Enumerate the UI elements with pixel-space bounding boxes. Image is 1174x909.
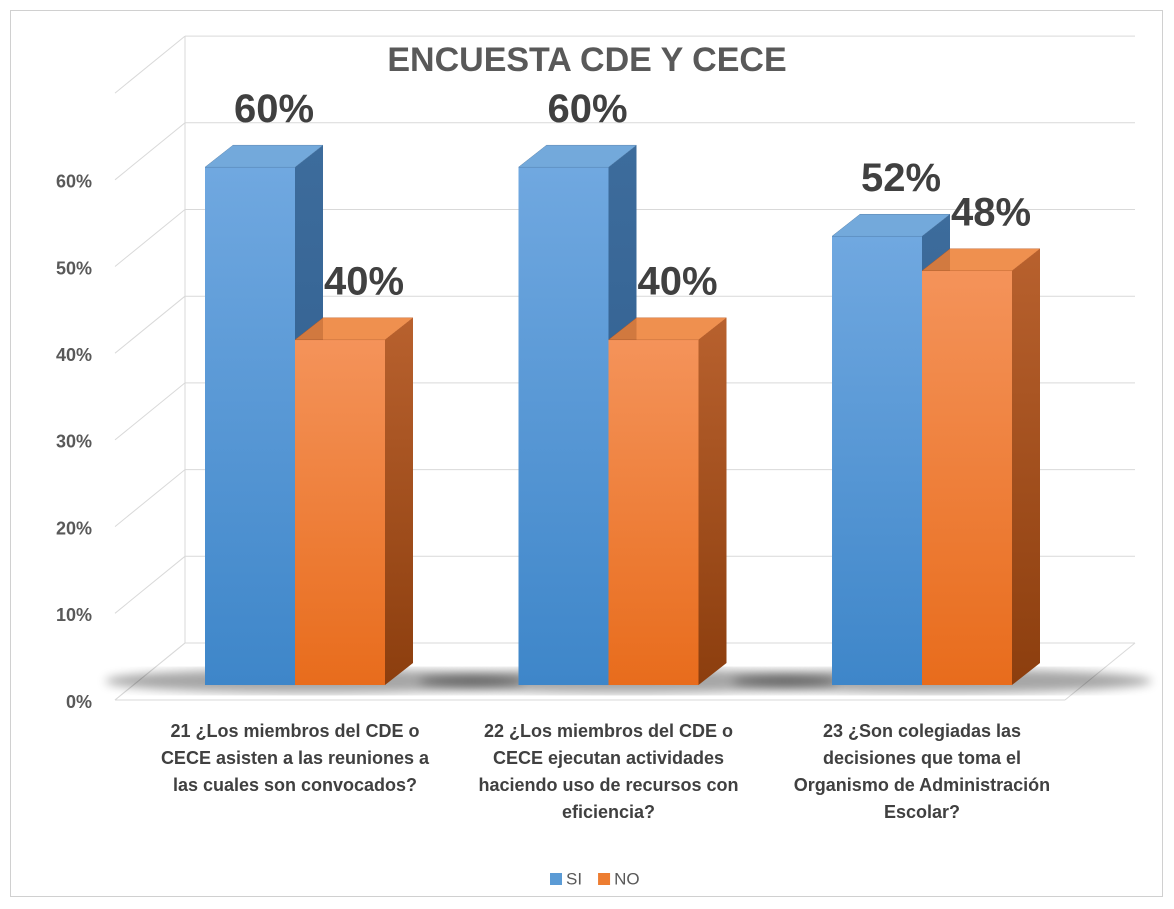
floor-edge [1064, 642, 1136, 701]
value-label: 40% [637, 259, 717, 303]
y-tick-label: 20% [56, 518, 92, 538]
grid-line [114, 382, 186, 441]
value-label: 40% [324, 259, 404, 303]
bar [295, 339, 385, 685]
bar [205, 167, 295, 685]
bar-top [294, 317, 414, 341]
y-tick-label: 0% [66, 692, 92, 712]
bar-top [921, 248, 1041, 272]
y-tick-label: 60% [56, 172, 92, 192]
grid-line [114, 555, 186, 614]
value-label: 60% [234, 87, 314, 131]
y-tick-label: 50% [56, 258, 92, 278]
bar-top [831, 213, 951, 237]
legend-label: SI [566, 869, 582, 888]
legend-label: NO [614, 869, 640, 888]
x-tick-label: 21 ¿Los miembros del CDE o CECE asisten … [160, 721, 430, 795]
bar [922, 270, 1012, 685]
bar-side [698, 317, 727, 685]
bar [518, 167, 609, 685]
x-tick-label: 22 ¿Los miembros del CDE o CECE ejecutan… [478, 721, 739, 822]
wall-edge [114, 35, 186, 94]
bar-side [1012, 248, 1040, 685]
bar-top [517, 144, 638, 168]
value-label: 48% [951, 190, 1031, 234]
x-tick-label: 23 ¿Son colegiadas las decisiones que to… [793, 721, 1051, 822]
chart-title: ENCUESTA CDE Y CECE [387, 41, 786, 79]
value-label: 52% [861, 156, 941, 200]
bar-side [385, 317, 413, 685]
y-tick-label: 30% [56, 432, 92, 452]
y-tick-label: 10% [56, 605, 92, 625]
legend-swatch [598, 873, 611, 885]
grid-line [114, 642, 186, 701]
legend-swatch [550, 873, 562, 885]
bar-top [607, 317, 728, 341]
grid-line [114, 209, 186, 267]
bar [608, 339, 699, 685]
grid-line [114, 122, 186, 181]
grid-line [114, 295, 186, 354]
y-tick-label: 40% [56, 345, 92, 365]
value-label: 60% [547, 87, 627, 131]
bar [832, 236, 922, 686]
grid-line [114, 469, 186, 527]
bar-top [204, 144, 324, 168]
